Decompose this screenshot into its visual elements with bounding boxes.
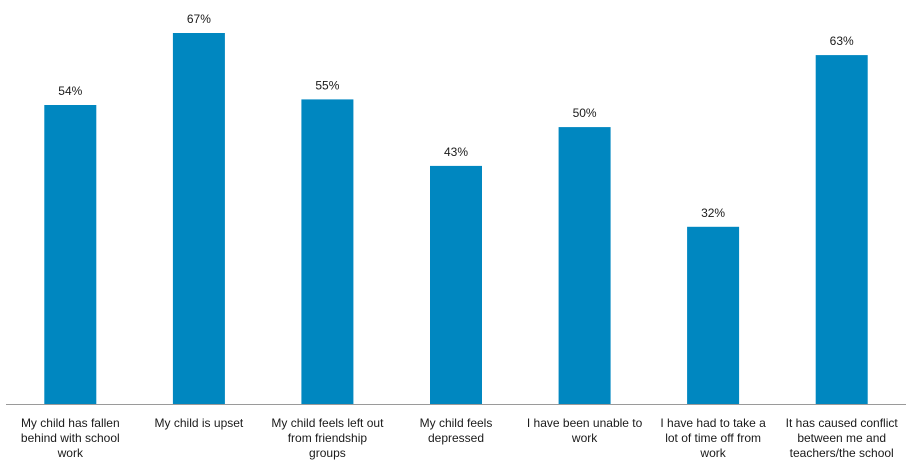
x-tick-label-line: It has caused conflict: [786, 416, 899, 430]
x-tick-label-line: lot of time off from: [665, 431, 761, 445]
data-label-3: 55%: [315, 78, 339, 92]
x-tick-label-line: I have been unable to: [527, 416, 643, 430]
x-tick-label-3: My child feels left out from friendship gr…: [271, 416, 384, 460]
x-tick-label-line: My child feels left out: [271, 416, 384, 430]
x-tick-label-line: depressed: [428, 431, 484, 445]
data-label-6: 32%: [701, 206, 725, 220]
bar-4: [430, 165, 482, 404]
bars-group: [44, 33, 868, 405]
x-tick-label-4: My child feels depressed: [420, 416, 493, 445]
bar-6: [687, 226, 740, 404]
x-tick-label-line: between me and: [797, 431, 886, 445]
x-tick-label-line: work: [699, 446, 726, 460]
x-tick-label-line: teachers/the school: [790, 446, 894, 460]
x-tick-label-1: My child has fallen behind with school wor…: [21, 416, 120, 460]
x-tick-labels-group: My child has fallen behind with school wor…: [21, 416, 898, 460]
x-tick-label-line: I have had to take a: [660, 416, 766, 430]
x-tick-label-line: work: [57, 446, 84, 460]
x-tick-label-line: groups: [309, 446, 346, 460]
bar-3: [301, 99, 354, 405]
data-label-5: 50%: [573, 106, 597, 120]
x-tick-label-line: My child has fallen: [21, 416, 120, 430]
x-tick-label-7: It has caused conflict between me and teac…: [786, 416, 899, 460]
x-tick-label-line: behind with school: [21, 431, 120, 445]
x-tick-label-line: My child is upset: [155, 416, 244, 430]
x-tick-label-6: I have had to take a lot of time off from…: [660, 416, 766, 460]
bar-2: [172, 33, 225, 404]
x-tick-label-line: work: [571, 431, 598, 445]
data-label-4: 43%: [444, 145, 468, 159]
data-label-7: 63%: [830, 34, 854, 48]
bar-1: [44, 105, 97, 404]
bar-7: [815, 55, 868, 404]
data-label-1: 54%: [58, 84, 82, 98]
x-tick-label-5: I have been unable to work: [527, 416, 643, 445]
x-tick-label-2: My child is upset: [155, 416, 244, 430]
x-tick-label-line: My child feels: [420, 416, 493, 430]
bar-5: [558, 127, 611, 404]
x-tick-label-line: from friendship: [288, 431, 368, 445]
data-labels-group: 54% 67% 55% 43% 50% 32% 63%: [58, 12, 854, 220]
data-label-2: 67%: [187, 12, 211, 26]
